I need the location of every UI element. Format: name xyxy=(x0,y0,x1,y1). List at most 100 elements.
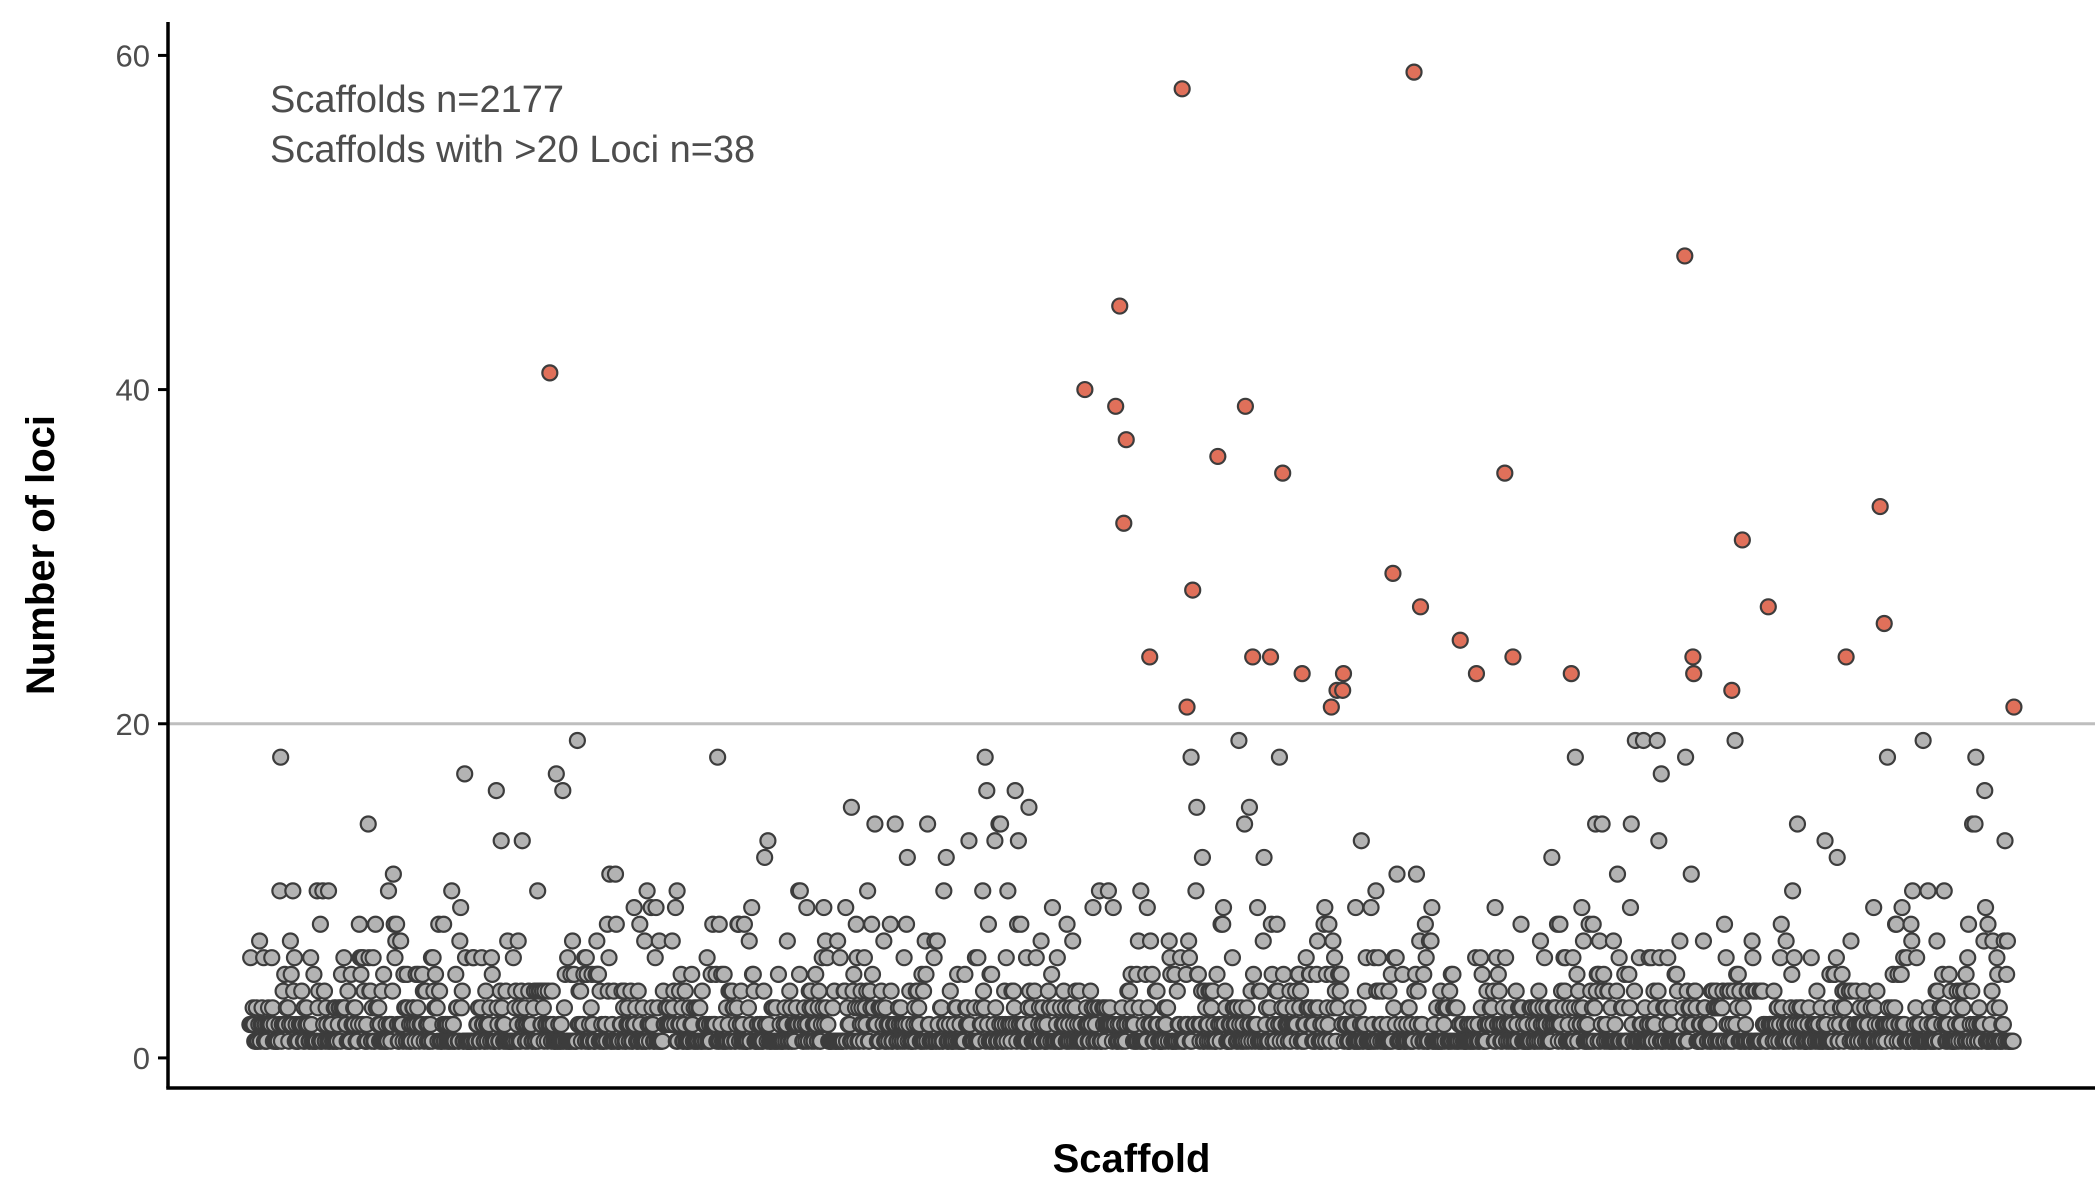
data-point xyxy=(272,748,290,766)
data-point xyxy=(1380,982,1398,1000)
data-point xyxy=(1734,999,1752,1017)
data-point xyxy=(1507,982,1525,1000)
data-point xyxy=(1388,865,1406,883)
data-point xyxy=(1409,982,1427,1000)
data-point xyxy=(554,781,572,800)
data-point xyxy=(1998,965,2016,983)
data-point xyxy=(1833,965,1851,983)
data-point xyxy=(710,915,728,933)
data-point xyxy=(1291,982,1310,1000)
data-point xyxy=(1084,898,1102,917)
data-point xyxy=(831,949,849,967)
data-point xyxy=(759,832,777,850)
data-point xyxy=(636,932,654,950)
data-point xyxy=(1316,898,1334,917)
data-point xyxy=(1963,982,1981,1000)
data-point xyxy=(1595,965,1613,983)
data-point-highlighted xyxy=(1875,614,1893,633)
y-axis-title: Number of loci xyxy=(19,415,63,695)
data-point xyxy=(284,882,302,900)
y-tick-label: 20 xyxy=(116,707,150,742)
data-point xyxy=(1892,965,1910,983)
data-point xyxy=(1400,999,1418,1017)
data-point xyxy=(791,882,809,900)
data-point xyxy=(1032,932,1050,950)
data-point xyxy=(976,748,994,766)
data-point xyxy=(452,898,470,917)
data-point xyxy=(1180,932,1198,950)
data-point xyxy=(1362,898,1380,917)
data-point xyxy=(364,949,382,967)
data-point xyxy=(1489,965,1507,983)
data-point xyxy=(302,949,320,967)
data-point xyxy=(663,932,681,950)
annotation-over-threshold-count: Scaffolds with >20 Loci n=38 xyxy=(270,129,755,171)
data-point xyxy=(477,982,495,1000)
data-point xyxy=(435,915,453,933)
data-point xyxy=(925,949,943,967)
data-point xyxy=(1620,965,1638,983)
data-point xyxy=(859,882,877,900)
data-point xyxy=(676,982,694,1000)
data-point xyxy=(281,932,300,950)
data-point xyxy=(1417,949,1435,967)
data-point xyxy=(1903,882,1922,900)
data-point-highlighted xyxy=(1676,247,1694,265)
data-point xyxy=(588,932,606,950)
data-point xyxy=(1878,748,1897,766)
data-point xyxy=(282,965,300,983)
data-point xyxy=(582,999,600,1017)
data-point xyxy=(1983,982,2001,1000)
data-point xyxy=(1998,932,2017,950)
data-point xyxy=(646,949,664,967)
data-point xyxy=(2004,1032,2022,1050)
data-point xyxy=(693,982,711,1000)
data-point xyxy=(691,999,709,1017)
data-point xyxy=(698,949,716,967)
data-point xyxy=(1990,999,2008,1017)
data-point xyxy=(1208,965,1226,983)
data-point xyxy=(1868,982,1886,1000)
data-point xyxy=(447,965,465,983)
data-point xyxy=(451,932,469,950)
data-point xyxy=(1940,965,1958,983)
data-point xyxy=(1584,915,1602,933)
data-point xyxy=(1959,949,1977,967)
data-point xyxy=(1903,932,1921,950)
data-point xyxy=(379,882,398,900)
data-point xyxy=(638,882,656,900)
data-point xyxy=(1543,848,1561,867)
data-point xyxy=(898,848,916,867)
data-point xyxy=(1729,965,1747,983)
data-point xyxy=(886,815,904,833)
data-point xyxy=(1621,898,1640,917)
data-point-highlighted xyxy=(1173,80,1191,98)
data-point xyxy=(991,815,1010,833)
data-point xyxy=(285,949,304,967)
data-point xyxy=(1027,949,1045,967)
data-point xyxy=(1816,832,1834,850)
data-point xyxy=(1919,882,1937,900)
data-point xyxy=(1994,1015,2012,1034)
data-point xyxy=(1957,965,1975,983)
data-point xyxy=(1606,1015,1624,1034)
data-point xyxy=(563,932,582,950)
data-point-highlighted xyxy=(1334,665,1353,683)
data-point xyxy=(1566,748,1584,766)
data-point xyxy=(492,832,510,850)
data-point xyxy=(555,999,574,1017)
data-point xyxy=(589,965,608,983)
data-point xyxy=(974,982,993,1000)
data-point xyxy=(1416,915,1434,933)
data-point xyxy=(744,965,762,983)
data-point xyxy=(370,999,388,1017)
data-point xyxy=(882,982,900,1000)
data-point xyxy=(1652,765,1670,783)
data-point xyxy=(1785,949,1803,967)
data-point xyxy=(529,882,547,900)
data-point xyxy=(1535,949,1554,967)
data-point xyxy=(279,999,297,1017)
data-point xyxy=(1551,915,1569,933)
data-point xyxy=(1808,982,1826,1000)
data-point xyxy=(1471,949,1490,967)
